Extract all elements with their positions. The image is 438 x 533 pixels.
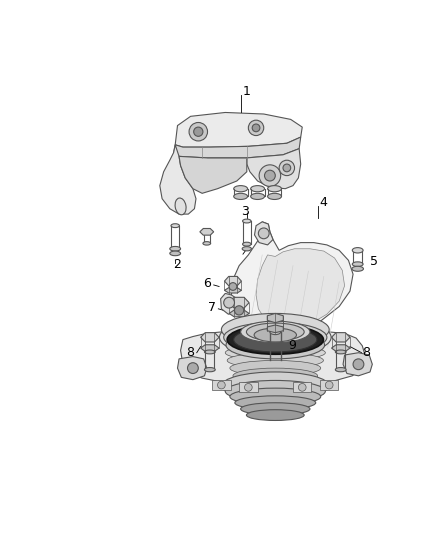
Polygon shape <box>332 333 350 342</box>
Circle shape <box>325 381 333 389</box>
Circle shape <box>279 160 294 175</box>
Text: 8: 8 <box>187 346 194 359</box>
Polygon shape <box>229 297 249 308</box>
Polygon shape <box>200 229 214 235</box>
Polygon shape <box>175 112 302 147</box>
Polygon shape <box>201 345 219 351</box>
Circle shape <box>234 306 244 315</box>
Ellipse shape <box>226 331 325 359</box>
Text: 1: 1 <box>243 85 251 98</box>
Circle shape <box>187 363 198 374</box>
Polygon shape <box>180 332 365 384</box>
Ellipse shape <box>234 327 317 352</box>
Ellipse shape <box>234 193 247 199</box>
Text: 8: 8 <box>362 346 370 359</box>
Ellipse shape <box>233 368 318 384</box>
Circle shape <box>258 228 269 239</box>
Ellipse shape <box>268 193 282 199</box>
Circle shape <box>194 127 203 136</box>
Ellipse shape <box>203 241 211 245</box>
Ellipse shape <box>243 242 251 246</box>
Ellipse shape <box>205 350 215 354</box>
Ellipse shape <box>227 353 323 368</box>
Text: 9: 9 <box>288 338 296 351</box>
Text: 4: 4 <box>319 196 327 209</box>
Text: 5: 5 <box>370 255 378 268</box>
Ellipse shape <box>242 247 251 251</box>
Polygon shape <box>160 145 196 214</box>
Ellipse shape <box>224 322 327 352</box>
Ellipse shape <box>175 198 186 215</box>
Polygon shape <box>254 222 273 245</box>
Ellipse shape <box>352 262 363 266</box>
Ellipse shape <box>221 372 329 400</box>
Circle shape <box>189 123 208 141</box>
Polygon shape <box>320 379 339 390</box>
Text: 7: 7 <box>208 301 216 314</box>
Ellipse shape <box>247 410 304 421</box>
Ellipse shape <box>240 403 310 415</box>
Text: 3: 3 <box>241 205 249 219</box>
Ellipse shape <box>221 313 329 346</box>
Circle shape <box>298 384 306 391</box>
Ellipse shape <box>270 329 281 335</box>
Polygon shape <box>212 379 231 390</box>
Polygon shape <box>221 294 239 314</box>
Polygon shape <box>224 277 241 286</box>
Circle shape <box>259 165 281 187</box>
Ellipse shape <box>352 248 363 253</box>
Ellipse shape <box>230 360 321 376</box>
Ellipse shape <box>225 381 325 402</box>
Ellipse shape <box>170 246 180 251</box>
Circle shape <box>353 359 364 370</box>
Ellipse shape <box>336 368 346 372</box>
Polygon shape <box>332 345 350 351</box>
Ellipse shape <box>230 388 321 405</box>
Ellipse shape <box>336 350 346 354</box>
Ellipse shape <box>254 328 297 342</box>
Ellipse shape <box>234 185 247 192</box>
Ellipse shape <box>352 266 364 271</box>
Polygon shape <box>239 382 258 392</box>
Polygon shape <box>231 222 353 334</box>
Circle shape <box>224 297 234 308</box>
Ellipse shape <box>171 224 180 228</box>
Polygon shape <box>256 249 345 328</box>
Polygon shape <box>224 288 241 293</box>
Polygon shape <box>201 333 219 342</box>
Ellipse shape <box>240 321 310 343</box>
Polygon shape <box>177 357 207 379</box>
Circle shape <box>244 384 252 391</box>
Polygon shape <box>267 313 283 322</box>
Ellipse shape <box>205 368 215 372</box>
Polygon shape <box>173 137 301 158</box>
Ellipse shape <box>268 185 282 192</box>
Circle shape <box>283 164 291 172</box>
Polygon shape <box>229 310 249 317</box>
Circle shape <box>229 282 237 290</box>
Ellipse shape <box>170 251 180 256</box>
Ellipse shape <box>227 325 323 354</box>
Ellipse shape <box>243 219 251 223</box>
Circle shape <box>252 124 260 132</box>
Circle shape <box>218 381 225 389</box>
Ellipse shape <box>225 345 325 360</box>
Polygon shape <box>247 149 301 189</box>
Ellipse shape <box>235 396 316 410</box>
Polygon shape <box>179 156 247 193</box>
Polygon shape <box>293 382 311 392</box>
Circle shape <box>265 170 276 181</box>
Ellipse shape <box>219 319 331 356</box>
Ellipse shape <box>251 193 265 199</box>
Polygon shape <box>267 325 283 333</box>
Ellipse shape <box>251 185 265 192</box>
Polygon shape <box>343 353 372 376</box>
Text: 2: 2 <box>173 257 180 271</box>
Text: 6: 6 <box>204 277 212 290</box>
Circle shape <box>248 120 264 135</box>
Ellipse shape <box>247 323 304 341</box>
